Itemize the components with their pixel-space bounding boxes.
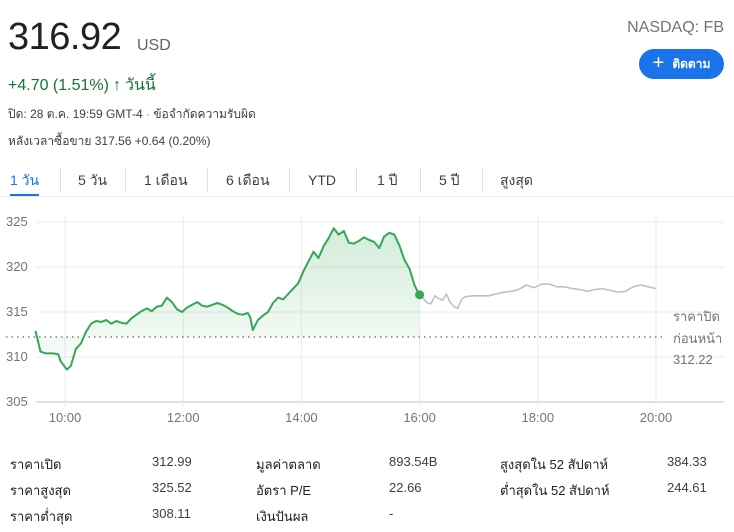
stat-value-market-cap: 893.54B xyxy=(389,454,438,469)
tab-0[interactable]: 1 วัน xyxy=(10,165,40,197)
stat-label-market-cap: มูลค่าตลาด xyxy=(256,457,321,472)
plus-icon: + xyxy=(652,52,665,74)
stat-value-low: 308.11 xyxy=(152,506,191,521)
stat-label-open: ราคาเปิด xyxy=(10,457,62,472)
stat-value-52wk-low: 244.61 xyxy=(667,480,707,495)
stat-label-low: ราคาต่ำสุด xyxy=(10,509,73,524)
after-hours-line xyxy=(419,283,657,310)
x-tick-label: 16:00 xyxy=(403,410,436,425)
previous-close-value: 312.22 xyxy=(673,352,713,367)
stat-value-dividend: - xyxy=(389,506,394,521)
stat-label-dividend: เงินปันผล xyxy=(256,509,309,524)
follow-button[interactable]: + ติดตาม xyxy=(639,49,724,79)
x-tick-label: 10:00 xyxy=(49,410,82,425)
tab-3[interactable]: 6 เดือน xyxy=(226,172,270,188)
after-hours-info: หลังเวลาซื้อขาย 317.56 +0.64 (0.20%) xyxy=(8,132,211,151)
tab-4[interactable]: YTD xyxy=(308,172,336,188)
tab-separator xyxy=(420,168,421,192)
tab-separator xyxy=(482,168,483,192)
stat-value-high: 325.52 xyxy=(152,480,192,495)
y-tick-label: 305 xyxy=(6,394,28,409)
currency-label: USD xyxy=(137,37,171,54)
tab-separator xyxy=(60,168,61,192)
tab-separator xyxy=(356,168,357,192)
tab-1[interactable]: 5 วัน xyxy=(78,172,108,188)
x-tick-label: 14:00 xyxy=(285,410,318,425)
tab-separator xyxy=(207,168,208,192)
stat-value-open: 312.99 xyxy=(152,454,192,469)
after-hours-label: หลังเวลาซื้อขาย xyxy=(8,134,92,148)
previous-close-label-line1: ราคาปิด xyxy=(673,309,720,324)
price-change: +4.70 (1.51%) ↑ วันนี้ xyxy=(8,73,156,98)
disclaimer-link[interactable]: ข้อจำกัดความรับผิด xyxy=(153,107,256,121)
after-hours-price: 317.56 xyxy=(94,134,132,148)
x-tick-label: 18:00 xyxy=(522,410,555,425)
arrow-up-icon: ↑ xyxy=(112,76,121,94)
close-info: ปิด: 28 ต.ค. 19:59 GMT-4 · ข้อจำกัดความร… xyxy=(8,105,256,124)
stat-label-52wk-low: ต่ำสุดใน 52 สัปดาห์ xyxy=(500,483,610,498)
separator-dot: · xyxy=(145,107,150,121)
stat-label-52wk-high: สูงสุดใน 52 สัปดาห์ xyxy=(500,457,609,472)
exchange-ticker: NASDAQ: FB xyxy=(627,19,724,36)
stock-price: 316.92 xyxy=(8,16,122,58)
tab-5[interactable]: 1 ปี xyxy=(377,172,398,188)
tab-6[interactable]: 5 ปี xyxy=(439,172,460,188)
y-tick-label: 325 xyxy=(6,214,28,229)
close-time: ปิด: 28 ต.ค. 19:59 GMT-4 xyxy=(8,107,143,121)
tab-7[interactable]: สูงสุด xyxy=(500,172,534,188)
y-tick-label: 310 xyxy=(6,349,28,364)
close-marker-dot xyxy=(415,290,425,300)
x-tick-label: 12:00 xyxy=(167,410,200,425)
change-value: +4.70 (1.51%) xyxy=(8,76,109,94)
x-tick-label: 20:00 xyxy=(640,410,673,425)
stat-value-52wk-high: 384.33 xyxy=(667,454,707,469)
y-tick-label: 320 xyxy=(6,259,28,274)
previous-close-label-line2: ก่อนหน้า xyxy=(673,331,722,346)
tab-2[interactable]: 1 เดือน xyxy=(144,172,188,188)
stat-label-high: ราคาสูงสุด xyxy=(10,483,71,498)
stat-value-pe-ratio: 22.66 xyxy=(389,480,422,495)
regular-session-area xyxy=(35,228,420,370)
y-tick-label: 315 xyxy=(6,304,28,319)
regular-session-line xyxy=(34,227,421,371)
change-period: วันนี้ xyxy=(124,77,156,94)
tabs-divider xyxy=(0,196,734,197)
price-chart[interactable]: 305 310 315 320 325 10:00 12:00 14:00 16:00 18:00… xyxy=(0,205,734,430)
tab-separator xyxy=(289,168,290,192)
stat-label-pe-ratio: อัตรา P/E xyxy=(256,483,312,498)
tab-separator xyxy=(125,168,126,192)
after-hours-change: +0.64 (0.20%) xyxy=(134,134,211,148)
follow-button-label: ติดตาม xyxy=(672,56,711,71)
